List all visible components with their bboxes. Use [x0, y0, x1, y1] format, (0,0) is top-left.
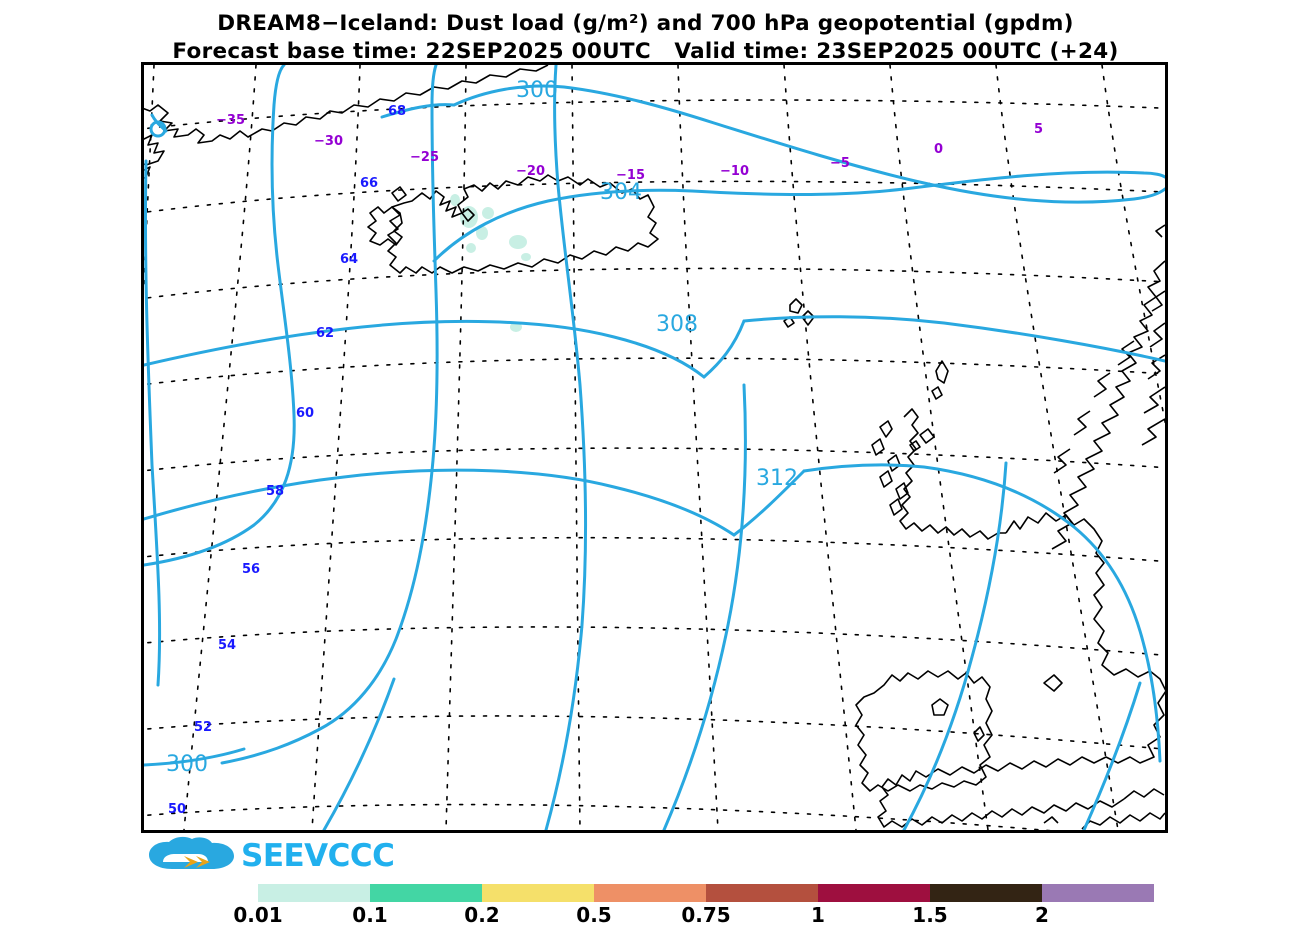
lon-label--25: −25 [410, 150, 439, 165]
lat-label-64: 64 [340, 252, 358, 267]
page-title: DREAM8−Iceland: Dust load (g/m²) and 700… [217, 11, 1074, 36]
graticule-meridians [144, 65, 1165, 830]
forecast-time-line: Forecast base time: 22SEP2025 00UTC Vali… [172, 38, 1119, 64]
lat-label-66: 66 [360, 176, 378, 191]
lon-label--30: −30 [314, 134, 343, 149]
cloud-icon [149, 836, 234, 869]
lat-label-58: 58 [266, 484, 284, 499]
geo-label-300-bottom: 300 [166, 752, 208, 777]
geo-label-300-top: 300 [516, 78, 558, 103]
colorbar-tick-1: 1 [811, 903, 825, 927]
lat-label-62: 62 [316, 326, 334, 341]
coastlines [144, 65, 1165, 830]
seevccc-logo: SEEVCCC [146, 836, 395, 876]
geopotential-contours [144, 65, 1165, 830]
colorbar-tick-0.1: 0.1 [352, 903, 388, 927]
graticule-parallels [144, 99, 1165, 830]
colorbar-band-2 [482, 884, 594, 902]
lon-label--5: −5 [830, 156, 850, 171]
colorbar: 0.01 0.1 0.2 0.5 0.75 1 1.5 2 [0, 884, 1291, 927]
colorbar-band-5 [818, 884, 930, 902]
lat-label-50: 50 [168, 802, 186, 817]
longitude-labels: −35 −30 −25 −20 −15 −10 −5 0 5 [216, 113, 1043, 183]
colorbar-tick-labels: 0.01 0.1 0.2 0.5 0.75 1 1.5 2 [233, 903, 1154, 927]
map-frame[interactable]: 300 304 308 312 300 −35 −30 −25 −20 −15 … [141, 62, 1168, 833]
colorbar-band-4 [706, 884, 818, 902]
geo-label-312: 312 [756, 466, 798, 491]
weather-map[interactable]: 300 304 308 312 300 −35 −30 −25 −20 −15 … [144, 65, 1165, 830]
colorbar-band-3 [594, 884, 706, 902]
lat-label-56: 56 [242, 562, 260, 577]
geopotential-labels: 300 304 308 312 300 [166, 78, 798, 777]
colorbar-tick-0.5: 0.5 [576, 903, 612, 927]
logo-text: SEEVCCC [241, 838, 395, 874]
colorbar-tick-2: 2 [1035, 903, 1049, 927]
colorbar-tick-1.5: 1.5 [912, 903, 948, 927]
lat-label-52: 52 [194, 720, 212, 735]
colorbar-tick-0.2: 0.2 [464, 903, 500, 927]
colorbar-tick-0.01: 0.01 [233, 903, 283, 927]
colorbar-bands [258, 884, 1154, 902]
lat-label-60: 60 [296, 406, 314, 421]
lon-label--35: −35 [216, 113, 245, 128]
geo-label-308: 308 [656, 312, 698, 337]
colorbar-band-1 [370, 884, 482, 902]
colorbar-band-7 [1042, 884, 1154, 902]
lon-label-0: 0 [934, 142, 943, 157]
lon-label--10: −10 [720, 164, 749, 179]
colorbar-band-6 [930, 884, 1042, 902]
colorbar-band-0 [258, 884, 370, 902]
title-block: DREAM8−Iceland: Dust load (g/m²) and 700… [0, 10, 1291, 65]
lon-label-5: 5 [1034, 122, 1043, 137]
lon-label--20: −20 [516, 164, 545, 179]
latitude-labels: 50 52 54 56 58 60 62 64 66 68 [168, 104, 406, 817]
dust-load-fill [450, 194, 531, 332]
colorbar-tick-0.75: 0.75 [681, 903, 731, 927]
lat-label-54: 54 [218, 638, 236, 653]
geo-label-304: 304 [600, 180, 642, 205]
lon-label--15: −15 [616, 168, 645, 183]
lat-label-68: 68 [388, 104, 406, 119]
